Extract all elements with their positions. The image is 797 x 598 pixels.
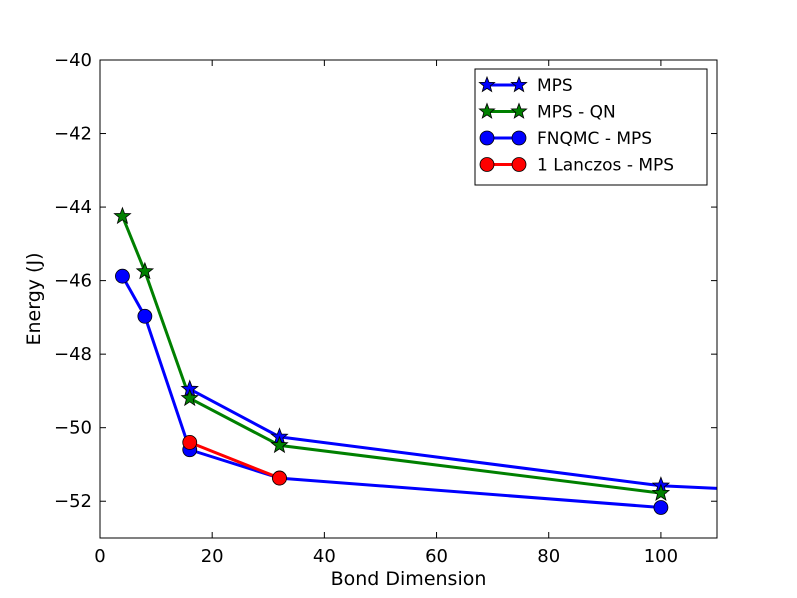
legend-swatch-circle [511, 130, 527, 146]
legend-swatch-circle [511, 157, 527, 172]
data-point-1-lanczos-mps [182, 434, 198, 450]
x-tick-label: 40 [313, 546, 336, 567]
data-point-mps-qn [651, 483, 671, 501]
plot-border [99, 59, 718, 539]
data-point-fnqmc-mps [137, 308, 153, 324]
data-point-mps-qn [270, 435, 289, 454]
legend-entry-mps: MPS [478, 75, 573, 96]
data-point-mps-qn [135, 261, 155, 280]
series-line-1-lanczos-mps [189, 441, 281, 480]
x-axis-label: Bond Dimension [331, 568, 487, 590]
legend-entry-1-lanczos-mps: 1 Lanczos - MPS [479, 156, 674, 176]
data-point-mps-qn [113, 206, 132, 225]
tick-layer: 0 20 40 60 80 100 −40 −42 −44 −46 −48 −50 −52 [54, 50, 717, 567]
data-point-mps-qn [180, 388, 199, 407]
y-tick-label: −46 [54, 271, 92, 292]
data-point-fnqmc-mps [653, 500, 669, 515]
legend-entries: MPS MPS - QN FNQMC - MPS 1 Lanczos - MPS [478, 75, 674, 176]
x-tick-label: 0 [94, 546, 105, 567]
legend-entry-mps-qn: MPS - QN [478, 102, 616, 123]
y-tick-label: −42 [54, 124, 92, 145]
marker-layer [113, 206, 671, 515]
y-axis-label: Energy (J) [23, 253, 45, 346]
x-tick-label: 60 [425, 546, 448, 567]
legend-swatch-star [510, 75, 528, 93]
y-tick-label: −44 [54, 197, 92, 218]
x-tick-label: 20 [201, 546, 224, 567]
y-tick-label: −52 [54, 491, 92, 512]
legend: MPS MPS - QN FNQMC - MPS 1 Lanczos - MPS [474, 68, 708, 186]
legend-swatch-circle [479, 157, 495, 172]
legend-swatch-star [478, 102, 496, 119]
legend-swatch-star [478, 75, 496, 93]
x-tick-label: 80 [537, 546, 560, 567]
legend-label: FNQMC - MPS [537, 129, 652, 149]
y-tick-label: −40 [54, 50, 92, 71]
legend-label: MPS - QN [537, 103, 616, 123]
series-line-mps [189, 387, 717, 490]
y-tick-label: −48 [54, 344, 92, 365]
legend-label: MPS [537, 76, 573, 96]
x-tick-label: 100 [644, 546, 678, 567]
legend-entry-fnqmc-mps: FNQMC - MPS [479, 129, 652, 149]
legend-label: 1 Lanczos - MPS [537, 156, 674, 176]
legend-swatch-star [510, 102, 528, 119]
data-point-1-lanczos-mps [272, 470, 287, 486]
y-tick-label: −50 [54, 418, 92, 439]
data-point-fnqmc-mps [115, 268, 130, 284]
legend-swatch-circle [479, 130, 495, 146]
